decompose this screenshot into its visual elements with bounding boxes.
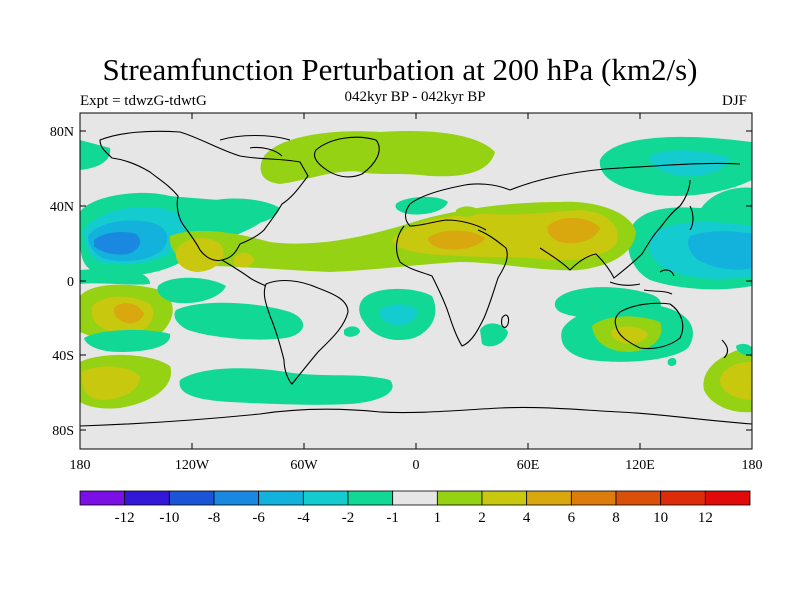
contour-mexico-2 [234, 252, 254, 268]
contour-mid-east-core [428, 230, 485, 250]
contour-se-right-small [736, 343, 752, 356]
lon-ticks [191, 113, 641, 449]
coast-arctic-islands [219, 135, 291, 157]
coast-madagascar [501, 314, 510, 328]
colorbar-label: 10 [653, 510, 668, 526]
contour-s-atlantic-small [344, 326, 360, 337]
coast-africa [395, 225, 508, 347]
contour-australia-core [611, 326, 648, 344]
contour-s-indian [480, 323, 508, 347]
experiment-label: Expt = tdwzG-tdwtG [80, 93, 207, 109]
colorbar [79, 490, 751, 506]
colorbar-box [570, 490, 617, 506]
contour-se-right-2 [720, 362, 752, 400]
colorbar-box [213, 490, 260, 506]
lat-label-80s: 80S [52, 424, 74, 439]
colorbar-box [392, 490, 438, 506]
contour-s-atlantic-inner [379, 304, 418, 326]
colorbar-label: -6 [252, 510, 265, 526]
colorbar-box [436, 490, 483, 506]
colorbar-box [481, 490, 528, 506]
lon-label-0: 0 [413, 458, 420, 473]
colorbar-box [258, 490, 304, 506]
coast-indonesia [609, 269, 675, 295]
contour-field [80, 113, 752, 449]
plot-title: Streamfunction Perturbation at 200 hPa (… [102, 52, 698, 87]
colorbar-label: 8 [612, 510, 620, 526]
period-label: 042kyr BP - 042kyr BP [344, 89, 486, 105]
coastlines [80, 130, 752, 427]
coast-antarctica [80, 406, 752, 427]
lat-label-0: 0 [67, 275, 74, 290]
lon-label-180e: 180 [742, 458, 763, 473]
season-label: DJF [722, 93, 748, 109]
colorbar-label: 4 [523, 510, 531, 526]
coast-central-america [221, 259, 267, 287]
contour-arctic [260, 130, 495, 184]
colorbar-box [124, 490, 170, 506]
colorbar-box [704, 490, 751, 506]
colorbar-label: 2 [478, 510, 486, 526]
lat-ticks [80, 130, 752, 431]
coast-new-zealand [721, 339, 729, 359]
lon-label-60e: 60E [517, 458, 540, 473]
contour-s-pacific-teal-2 [157, 277, 226, 304]
coast-greenland [313, 136, 380, 178]
colorbar-labels: -12 -10 -8 -6 -4 -2 -1 1 2 4 6 8 10 12 [115, 510, 713, 526]
colorbar-box [660, 490, 706, 506]
lat-label-80n: 80N [50, 125, 74, 140]
lat-label-40s: 40S [52, 349, 74, 364]
contour-europe-2 [456, 206, 480, 217]
colorbar-label: 6 [568, 510, 576, 526]
contour-s-high-yellow-2 [82, 366, 140, 400]
contour-s-pacific-teal [80, 268, 150, 285]
contour-asia-core [547, 217, 600, 244]
contour-w-pacific-low-3 [688, 231, 752, 270]
coast-japan [689, 205, 694, 231]
colorbar-label: -12 [115, 510, 135, 526]
contour-nz [667, 357, 677, 367]
lon-label-60w: 60W [290, 458, 318, 473]
colorbar-box [79, 490, 126, 506]
contour-ne-pacific-inner [649, 150, 730, 177]
contour-s-pacific-yellow-core [113, 303, 144, 324]
colorbar-label: -1 [386, 510, 399, 526]
coast-north-america [99, 130, 309, 262]
contour-s-atlantic [179, 368, 393, 405]
contour-s-pacific-teal-4 [84, 329, 171, 352]
coast-south-america [263, 279, 349, 385]
colorbar-box [347, 490, 394, 506]
coast-asia [509, 162, 741, 279]
contour-n-pacific-low-core [94, 232, 141, 255]
colorbar-label: 1 [434, 510, 442, 526]
coast-australia [614, 302, 684, 350]
coast-europe [404, 183, 511, 231]
colorbar-label: -2 [342, 510, 355, 526]
contour-s-pacific-teal-3 [174, 302, 304, 340]
colorbar-label: -10 [159, 510, 179, 526]
colorbar-box [168, 490, 215, 506]
lon-label-180w: 180 [70, 458, 91, 473]
colorbar-box [302, 490, 349, 506]
lon-label-120e: 120E [625, 458, 655, 473]
contour-europe [395, 196, 448, 215]
lon-label-120w: 120W [175, 458, 210, 473]
colorbar-label: -8 [208, 510, 221, 526]
colorbar-label: 12 [698, 510, 713, 526]
lat-label-40n: 40N [50, 200, 74, 215]
colorbar-box [615, 490, 662, 506]
colorbar-box [526, 490, 572, 506]
contour-n-atlantic [190, 198, 280, 226]
contour-mexico [175, 238, 224, 272]
colorbar-label: -4 [297, 510, 310, 526]
